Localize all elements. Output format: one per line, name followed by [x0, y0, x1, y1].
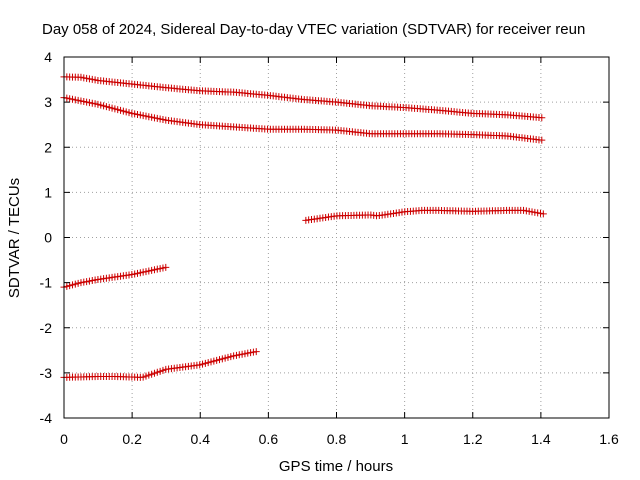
data-points: [60, 73, 547, 381]
grid-lines: [64, 57, 609, 418]
series-track-2: [60, 94, 546, 144]
x-tick-label: 1.2: [463, 431, 483, 447]
y-tick-label: 3: [44, 94, 52, 110]
series-track-5: [60, 348, 260, 381]
chart-title: Day 058 of 2024, Sidereal Day-to-day VTE…: [42, 21, 585, 38]
y-tick-label: 1: [44, 184, 52, 200]
x-tick-label: 0.4: [191, 431, 211, 447]
x-tick-label: 0.6: [259, 431, 279, 447]
x-tick-label: 0: [60, 431, 68, 447]
x-tick-label: 0.8: [327, 431, 347, 447]
series-track-3: [302, 206, 547, 224]
y-tick-label: 4: [44, 49, 52, 65]
x-tick-label: 1: [401, 431, 409, 447]
series-track-4: [60, 263, 170, 291]
series-track-1: [60, 73, 546, 122]
y-axis-label: SDTVAR / TECUs: [6, 178, 23, 298]
y-tick-label: -1: [40, 275, 53, 291]
data-point: [252, 348, 260, 356]
y-tick-label: 2: [44, 139, 52, 155]
y-tick-label: 0: [44, 230, 52, 246]
x-tick-label: 1.6: [599, 431, 619, 447]
x-axis-label: GPS time / hours: [279, 458, 393, 475]
data-point: [162, 263, 170, 271]
x-tick-label: 1.4: [531, 431, 551, 447]
x-tick-label: 0.2: [122, 431, 142, 447]
y-tick-labels: -4 -3 -2 -1 0 1 2 3 4: [40, 49, 53, 426]
axis-ticks: [63, 56, 610, 419]
data-point: [538, 136, 546, 144]
y-tick-label: -4: [40, 410, 53, 426]
data-point: [538, 114, 546, 122]
y-tick-label: -3: [40, 365, 53, 381]
y-tick-label: -2: [40, 320, 53, 336]
x-tick-labels: 0 0.2 0.4 0.6 0.8 1 1.2 1.4 1.6: [60, 431, 619, 447]
data-point: [539, 210, 547, 218]
